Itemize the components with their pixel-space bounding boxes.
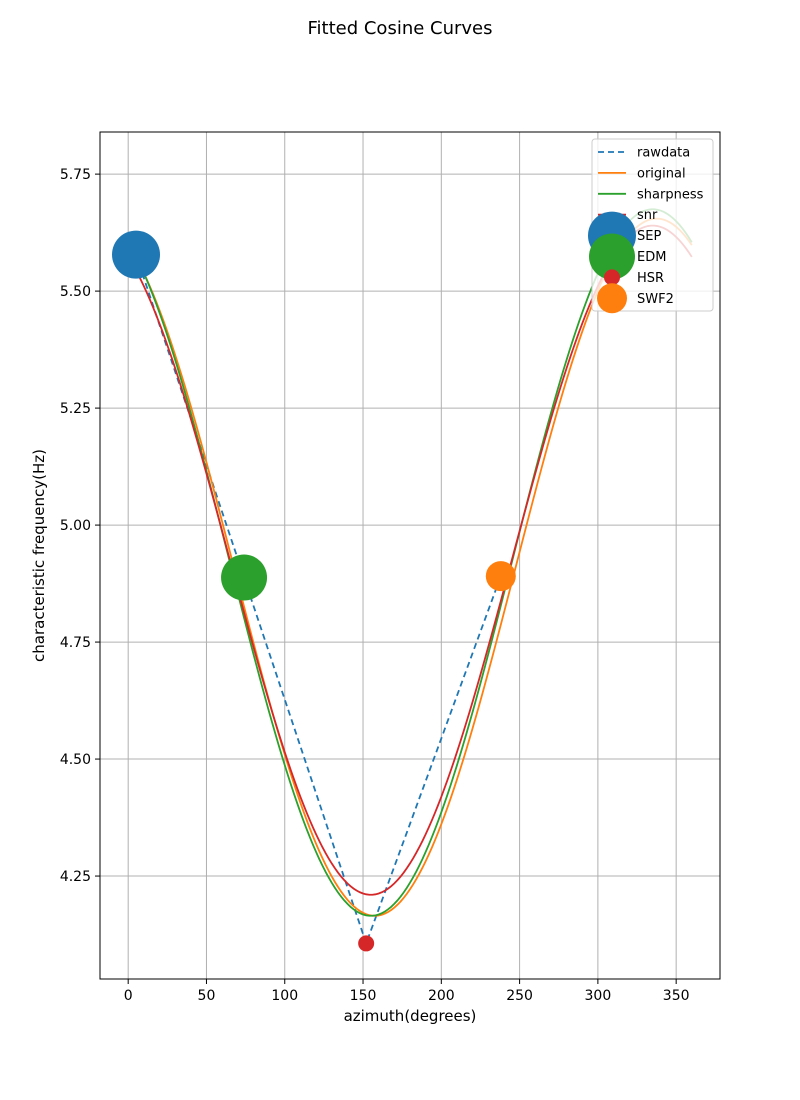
y-axis-label: characteristic frequency(Hz) — [30, 449, 48, 662]
legend-HSR-label: HSR — [637, 271, 664, 286]
y-tick-label: 4.50 — [60, 752, 91, 768]
y-tick-label: 5.50 — [60, 284, 91, 300]
x-tick-label: 150 — [350, 988, 377, 1004]
y-tick-label: 5.25 — [60, 401, 91, 417]
grid-lines — [100, 132, 720, 979]
legend-SWF2-label: SWF2 — [637, 292, 674, 307]
snr-line — [127, 224, 693, 896]
plot-markers — [112, 230, 516, 952]
legend-SWF2-swatch — [597, 283, 627, 314]
x-tick-label: 100 — [271, 988, 298, 1004]
x-tick-label: 250 — [506, 988, 533, 1004]
y-tick-label: 4.25 — [60, 869, 91, 885]
legend: rawdata original sharpness snr SEP EDM HSR SWF2 — [588, 138, 714, 314]
x-tick-label: 200 — [428, 988, 455, 1004]
y-tick-label: 5.00 — [60, 518, 91, 534]
SWF2-marker — [485, 561, 516, 592]
x-tick-label: 0 — [124, 988, 133, 1004]
plot-frame — [99, 131, 721, 980]
x-tick-label: 50 — [198, 988, 216, 1004]
legend-original-label: original — [637, 166, 686, 181]
plot-lines — [127, 208, 693, 947]
x-axis-label: azimuth(degrees) — [344, 1007, 477, 1025]
y-tick-label: 5.75 — [60, 167, 91, 183]
legend-HSR-swatch — [604, 269, 620, 286]
y-tick-label: 4.75 — [60, 635, 91, 651]
legend-EDM-label: EDM — [637, 250, 666, 265]
original-line — [127, 217, 693, 917]
axis-ticks: 0 50 100 150 200 250 300 350 4.25 4.50 4.75 5.00 5.2… — [60, 167, 690, 1004]
EDM-marker — [221, 554, 268, 601]
x-tick-label: 300 — [585, 988, 612, 1004]
chart-title: Fitted Cosine Curves — [307, 18, 493, 39]
legend-SEP-label: SEP — [637, 229, 661, 244]
sharpness-line — [127, 208, 693, 917]
legend-snr-label: snr — [637, 208, 658, 223]
legend-EDM-swatch — [589, 233, 635, 280]
HSR-marker — [358, 935, 375, 952]
x-tick-label: 350 — [663, 988, 690, 1004]
legend-rawdata-label: rawdata — [637, 146, 690, 161]
legend-sharpness-label: sharpness — [637, 187, 704, 202]
SEP-marker — [112, 230, 161, 279]
